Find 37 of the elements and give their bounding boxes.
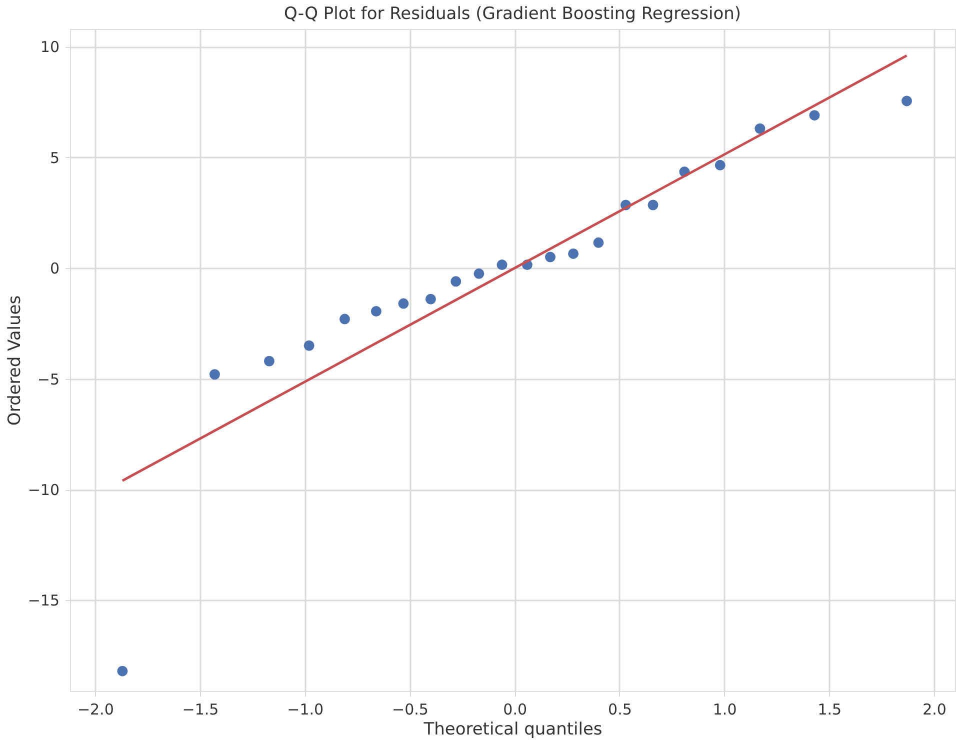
point	[809, 110, 820, 121]
point	[714, 160, 726, 170]
point	[425, 294, 436, 304]
y-tick-label: 0	[50, 260, 60, 278]
y-tick-label: −10	[28, 481, 60, 500]
point	[474, 268, 484, 279]
x-tick-label: −2.0	[77, 700, 114, 718]
point	[398, 298, 409, 309]
x-tick-label: 0.0	[503, 700, 528, 718]
point	[339, 314, 350, 324]
point	[593, 237, 604, 248]
point	[304, 340, 314, 351]
point	[568, 248, 579, 259]
point	[754, 123, 766, 134]
y-tick-label: 10	[40, 38, 60, 56]
chart-title: Q-Q Plot for Residuals (Gradient Boosting Regression)	[284, 4, 741, 24]
y-tick-label: 5	[50, 148, 60, 167]
x-tick-label: 0.5	[608, 700, 632, 718]
x-tick-label: −0.5	[392, 700, 428, 718]
point	[209, 369, 220, 380]
point	[902, 96, 912, 106]
point	[648, 200, 658, 210]
point	[117, 666, 128, 676]
point	[450, 276, 462, 287]
x-tick-label: −1.0	[287, 700, 324, 718]
x-tick-label: 1.5	[818, 700, 842, 718]
x-tick-label: −1.5	[182, 700, 219, 718]
point	[545, 252, 556, 262]
point	[370, 306, 382, 317]
point	[264, 356, 274, 366]
y-tick-label: −5	[37, 370, 60, 388]
y-axis-title: Ordered Values	[4, 295, 25, 426]
point	[496, 260, 508, 270]
y-tick-label: −15	[28, 592, 60, 610]
x-tick-label: 1.0	[712, 700, 737, 718]
x-axis-title: Theoretical quantiles	[422, 720, 602, 740]
x-tick-label: 2.0	[922, 700, 946, 718]
